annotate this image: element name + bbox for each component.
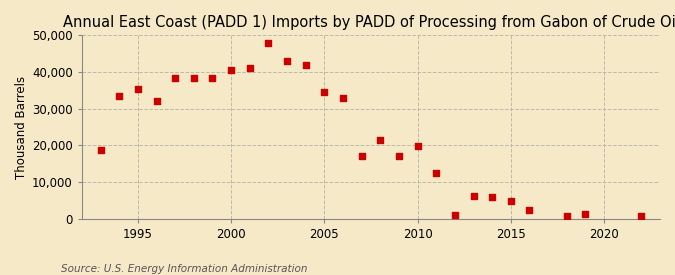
- Point: [468, 194, 479, 198]
- Point: [114, 94, 125, 98]
- Title: Annual East Coast (PADD 1) Imports by PADD of Processing from Gabon of Crude Oil: Annual East Coast (PADD 1) Imports by PA…: [63, 15, 675, 30]
- Y-axis label: Thousand Barrels: Thousand Barrels: [15, 75, 28, 178]
- Point: [506, 199, 516, 204]
- Point: [132, 86, 143, 91]
- Text: Source: U.S. Energy Information Administration: Source: U.S. Energy Information Administ…: [61, 264, 307, 274]
- Point: [524, 207, 535, 212]
- Point: [338, 95, 348, 100]
- Point: [281, 59, 292, 63]
- Point: [375, 138, 385, 142]
- Point: [580, 212, 591, 216]
- Point: [225, 68, 236, 72]
- Point: [412, 144, 423, 148]
- Point: [300, 62, 311, 67]
- Point: [356, 154, 367, 159]
- Point: [562, 214, 572, 218]
- Point: [636, 214, 647, 218]
- Point: [151, 99, 162, 104]
- Point: [487, 195, 497, 200]
- Point: [431, 171, 441, 175]
- Point: [170, 75, 181, 80]
- Point: [263, 41, 274, 46]
- Point: [207, 75, 218, 80]
- Point: [394, 154, 404, 159]
- Point: [319, 90, 330, 94]
- Point: [244, 66, 255, 71]
- Point: [450, 213, 460, 217]
- Point: [188, 75, 199, 80]
- Point: [95, 148, 106, 152]
